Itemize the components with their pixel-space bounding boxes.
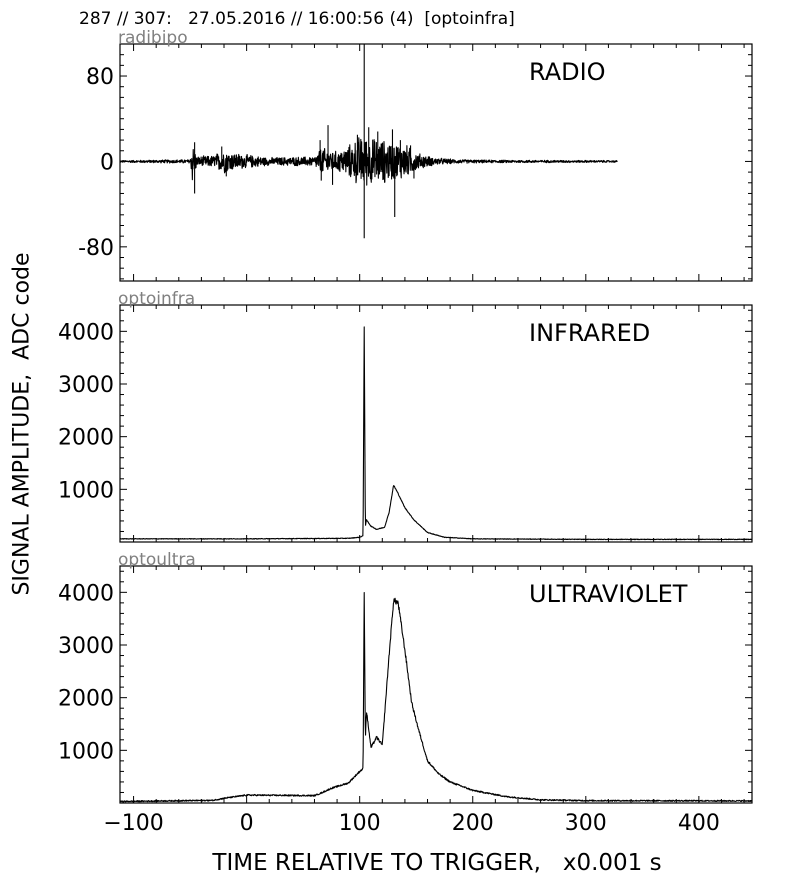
x-tick-label: −100 [103,811,163,836]
panel-optoultra: 1000200030004000optoultraULTRAVIOLET−100… [58,550,753,836]
y-tick-label: 0 [100,150,114,175]
y-tick-label: 1000 [58,478,114,503]
panel-title: ULTRAVIOLET [529,580,688,608]
y-tick-label: 2000 [58,687,114,712]
y-tick-label: 1000 [58,739,114,764]
plot-frame-optoultra [119,565,753,804]
x-tick-label: 0 [240,811,254,836]
series-line-radibipo [119,44,618,239]
series-line-optoinfra [119,326,753,541]
y-tick-label: 80 [86,65,114,90]
x-tick-label: 300 [565,811,607,836]
series-line-optoultra [119,592,753,803]
plot-frame-optoinfra [119,304,753,543]
x-tick-label: 400 [678,811,720,836]
x-axis-label: TIME RELATIVE TO TRIGGER, x0.001 s [212,850,662,876]
panel-title: INFRARED [529,319,650,347]
x-tick-label: 200 [452,811,494,836]
panel-tag: optoinfra [118,289,195,309]
y-tick-label: -80 [78,236,114,261]
y-tick-label: 4000 [58,581,114,606]
page-title: 287 // 307: 27.05.2016 // 16:00:56 (4) [… [79,9,515,29]
panel-tag: radibipo [118,28,188,48]
panel-radibipo: 80 0 -80 radibipo RADIO [78,28,753,282]
panel-title: RADIO [529,58,606,86]
y-tick-label: 4000 [58,320,114,345]
y-tick-label: 2000 [58,426,114,451]
x-tick-label: 100 [339,811,381,836]
y-tick-label: 3000 [58,373,114,398]
panel-tag: optoultra [118,550,196,570]
y-tick-label: 3000 [58,634,114,659]
plot-frame-radibipo [119,43,753,282]
